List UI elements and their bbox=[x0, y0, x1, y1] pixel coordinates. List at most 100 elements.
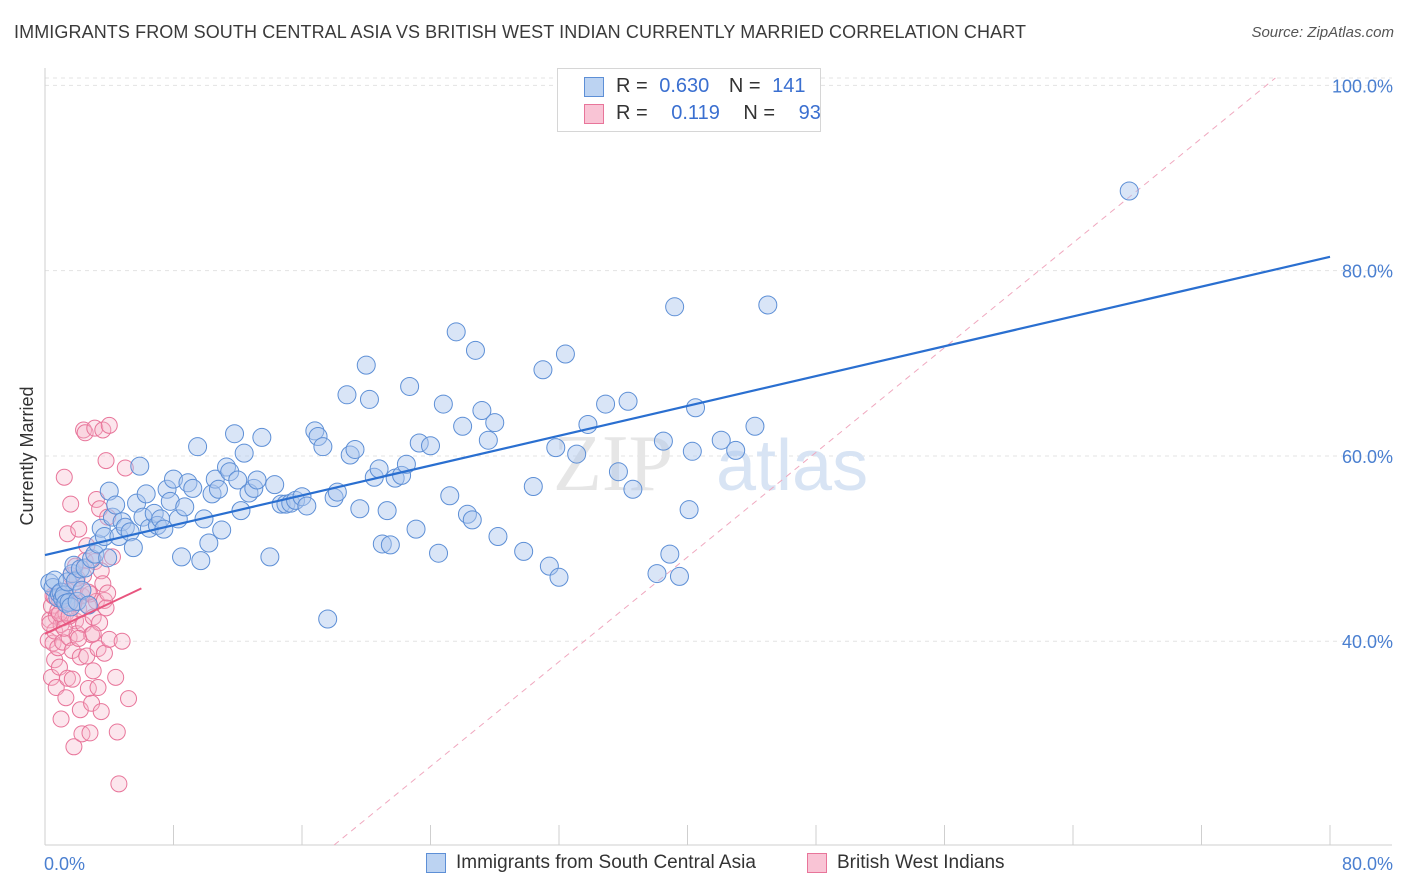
south-central-asia-point bbox=[350, 499, 370, 519]
british-west-indians-points bbox=[39, 416, 138, 793]
british-west-indians-point bbox=[76, 424, 94, 442]
british-west-indians-point bbox=[107, 668, 125, 686]
british-west-indians-point bbox=[70, 629, 88, 647]
legend-n-value: 93 bbox=[798, 102, 821, 124]
british-west-indians-point bbox=[58, 669, 76, 687]
legend-r-label: R = bbox=[616, 75, 648, 97]
british-west-indians-point bbox=[108, 723, 126, 741]
y-tick-label: 60.0% bbox=[1342, 447, 1393, 467]
y-tick-label: 100.0% bbox=[1332, 76, 1393, 96]
south-central-asia-point bbox=[359, 389, 379, 409]
south-central-asia-point bbox=[164, 469, 183, 489]
south-central-asia-point bbox=[758, 295, 778, 315]
south-central-asia-point bbox=[523, 477, 543, 497]
bottom-legend-swatch-pink bbox=[807, 853, 827, 873]
south-central-asia-point bbox=[396, 454, 416, 474]
south-central-asia-point bbox=[567, 444, 587, 464]
legend-text-pink: R = 0.119 N = 93 bbox=[616, 102, 821, 125]
south-central-asia-point bbox=[297, 496, 317, 516]
british-west-indians-point bbox=[110, 775, 128, 793]
british-west-indians-point bbox=[100, 416, 118, 434]
bottom-legend-swatch-blue bbox=[426, 853, 446, 873]
south-central-asia-point bbox=[85, 544, 105, 564]
south-central-asia-point bbox=[265, 475, 285, 495]
south-central-asia-point bbox=[208, 479, 228, 499]
south-central-asia-point bbox=[406, 519, 426, 539]
south-central-asia-point bbox=[549, 567, 569, 587]
south-central-asia-point bbox=[485, 413, 505, 433]
british-west-indians-point bbox=[57, 689, 75, 707]
legend-n-value: 141 bbox=[772, 75, 806, 97]
south-central-asia-point bbox=[1119, 181, 1139, 201]
south-central-asia-point bbox=[380, 535, 400, 555]
british-west-indians-point bbox=[120, 690, 138, 708]
south-central-asia-point bbox=[608, 462, 628, 482]
british-west-indians-point bbox=[84, 625, 102, 643]
south-central-asia-point bbox=[130, 456, 150, 476]
south-central-asia-point bbox=[400, 376, 420, 396]
legend-swatch-blue bbox=[584, 77, 604, 97]
south-central-asia-point bbox=[191, 551, 211, 571]
british-west-indians-point bbox=[55, 468, 73, 486]
south-central-asia-point bbox=[225, 424, 245, 444]
y-tick-label: 80.0% bbox=[1342, 262, 1393, 282]
british-west-indians-point bbox=[84, 662, 102, 680]
south-central-asia-point bbox=[472, 401, 492, 421]
british-west-indians-point bbox=[97, 452, 115, 470]
axes-layer bbox=[44, 68, 1392, 846]
south-central-asia-point bbox=[66, 571, 86, 591]
legend-n-label: N = bbox=[743, 102, 776, 124]
watermark-atlas: atlas bbox=[716, 426, 868, 506]
trend-lines bbox=[44, 255, 1331, 635]
south-central-asia-point bbox=[318, 609, 338, 629]
south-central-asia-point bbox=[372, 534, 392, 554]
british-west-indians-point bbox=[89, 679, 107, 697]
south-central-asia-point bbox=[618, 391, 638, 411]
british-west-indians-trend-line bbox=[44, 587, 142, 635]
british-west-indians-point bbox=[100, 630, 118, 648]
south-central-asia-point bbox=[234, 443, 254, 463]
south-central-asia-trend-line bbox=[44, 255, 1331, 557]
south-central-asia-point bbox=[679, 500, 699, 520]
legend-r-value: 0.630 bbox=[659, 75, 710, 97]
grid-layer bbox=[45, 77, 1392, 642]
south-central-asia-point bbox=[356, 355, 376, 375]
south-central-asia-point bbox=[623, 479, 643, 499]
south-central-asia-point bbox=[313, 437, 333, 457]
bottom-legend-label-pink: British West Indians bbox=[837, 852, 1005, 873]
axis-labels: 40.0% 60.0% 80.0% 100.0% 0.0% 80.0% Currently … bbox=[17, 76, 1393, 874]
south-central-asia-point bbox=[409, 433, 429, 453]
south-central-asia-point bbox=[188, 437, 208, 457]
south-central-asia-point bbox=[429, 543, 449, 563]
south-central-asia-point bbox=[446, 322, 466, 342]
south-central-asia-point bbox=[260, 547, 280, 567]
british-west-indians-point bbox=[62, 495, 80, 513]
south-central-asia-point bbox=[711, 430, 731, 450]
south-central-asia-point bbox=[136, 484, 156, 504]
south-central-asia-point bbox=[421, 436, 440, 456]
south-central-asia-point bbox=[745, 416, 765, 436]
british-west-indians-point bbox=[63, 670, 81, 688]
south-central-asia-point bbox=[106, 495, 126, 515]
correlation-legend: R = 0.630 N = 141 R = 0.119 N = 93 bbox=[557, 68, 821, 132]
bottom-legend-label-blue: Immigrants from South Central Asia bbox=[456, 852, 756, 873]
south-central-asia-point bbox=[726, 440, 746, 460]
british-west-indians-point bbox=[60, 629, 78, 647]
south-central-asia-point bbox=[653, 431, 673, 451]
south-central-asia-point bbox=[682, 441, 702, 461]
south-central-asia-point bbox=[75, 558, 95, 578]
south-central-asia-point bbox=[308, 426, 328, 446]
legend-text-blue: R = 0.630 N = 141 bbox=[616, 75, 806, 98]
south-central-asia-point bbox=[533, 360, 553, 380]
south-central-asia-point bbox=[462, 510, 482, 530]
british-west-indians-point bbox=[116, 459, 134, 477]
south-central-asia-point bbox=[539, 556, 559, 576]
south-central-asia-point bbox=[488, 527, 508, 547]
british-west-indians-point bbox=[71, 648, 89, 666]
south-central-asia-point bbox=[51, 582, 71, 602]
south-central-asia-point bbox=[172, 547, 192, 567]
british-west-indians-point bbox=[70, 520, 88, 538]
south-central-asia-point bbox=[596, 394, 616, 414]
south-central-asia-point bbox=[175, 497, 195, 517]
south-central-asia-point bbox=[64, 555, 84, 575]
